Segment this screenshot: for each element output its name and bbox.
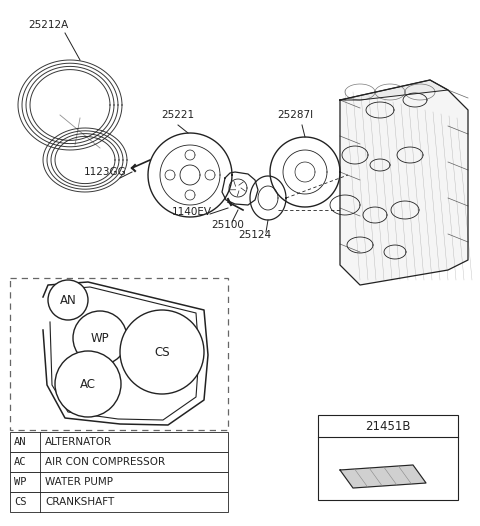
Polygon shape (340, 80, 468, 285)
Text: WATER PUMP: WATER PUMP (45, 477, 113, 487)
Text: WP: WP (91, 331, 109, 345)
Text: 25287I: 25287I (277, 110, 313, 120)
Text: AC: AC (14, 457, 26, 467)
Text: 1123GG: 1123GG (84, 167, 126, 177)
Circle shape (73, 311, 127, 365)
Text: CS: CS (14, 497, 26, 507)
Text: 21451B: 21451B (365, 420, 411, 432)
Text: 1140EV: 1140EV (172, 207, 212, 217)
Text: 25212A: 25212A (28, 20, 68, 30)
Text: AN: AN (60, 294, 76, 307)
Text: 25124: 25124 (239, 230, 272, 240)
Text: 25100: 25100 (212, 220, 244, 230)
Text: AC: AC (80, 378, 96, 390)
Text: WP: WP (14, 477, 26, 487)
Text: AN: AN (14, 437, 26, 447)
Polygon shape (340, 465, 426, 488)
Text: ALTERNATOR: ALTERNATOR (45, 437, 112, 447)
Bar (10, 278, 228, 430)
Text: 25221: 25221 (161, 110, 194, 120)
Circle shape (48, 280, 88, 320)
Circle shape (120, 310, 204, 394)
Bar (10, 472, 228, 492)
Text: CRANKSHAFT: CRANKSHAFT (45, 497, 114, 507)
Bar (10, 492, 228, 512)
Circle shape (55, 351, 121, 417)
Bar (10, 452, 228, 472)
Bar (318, 415, 458, 500)
Text: AIR CON COMPRESSOR: AIR CON COMPRESSOR (45, 457, 165, 467)
Text: CS: CS (154, 346, 170, 359)
Bar (10, 432, 228, 452)
Polygon shape (340, 80, 448, 100)
